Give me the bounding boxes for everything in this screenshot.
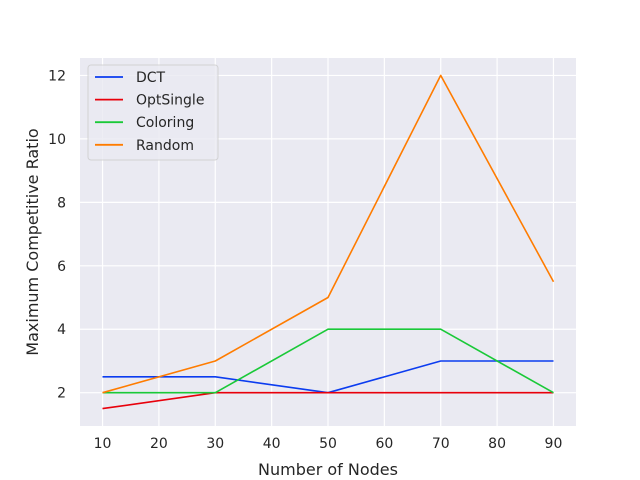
legend-box: [87, 64, 219, 161]
x-tick-label: 50: [319, 436, 337, 452]
y-tick-label: 8: [57, 195, 66, 211]
x-tick-label: 30: [206, 436, 224, 452]
legend: DCT OptSingle Coloring Random: [87, 64, 219, 161]
x-tick-label: 10: [94, 436, 112, 452]
series-line-random: [102, 74, 555, 394]
x-tick-label: 40: [263, 436, 281, 452]
series-line-coloring: [102, 328, 554, 394]
x-tick-label: 60: [375, 436, 393, 452]
y-tick-label: 4: [57, 322, 66, 338]
legend-label-coloring: Coloring: [136, 115, 194, 131]
y-tick-label: 10: [48, 132, 66, 148]
y-tick-label: 12: [48, 68, 66, 84]
legend-label-optsingle: OptSingle: [136, 93, 204, 109]
y-tick-label: 2: [57, 386, 66, 402]
legend-label-random: Random: [136, 138, 194, 154]
x-tick-label: 70: [432, 436, 450, 452]
y-tick-label: 6: [57, 259, 66, 275]
x-axis-label: Number of Nodes: [258, 460, 398, 479]
y-axis-label: Maximum Competitive Ratio: [23, 128, 42, 355]
x-axis-ticks: 10 20 30 40 50 60 70 80 90: [94, 436, 563, 452]
series-lines: [102, 74, 555, 410]
series-line-optsingle: [102, 391, 554, 410]
y-axis-ticks: 2 4 6 8 10 12: [48, 68, 66, 401]
x-tick-label: 80: [488, 436, 506, 452]
x-tick-label: 90: [545, 436, 563, 452]
x-tick-label: 20: [150, 436, 168, 452]
legend-label-dct: DCT: [136, 70, 166, 86]
